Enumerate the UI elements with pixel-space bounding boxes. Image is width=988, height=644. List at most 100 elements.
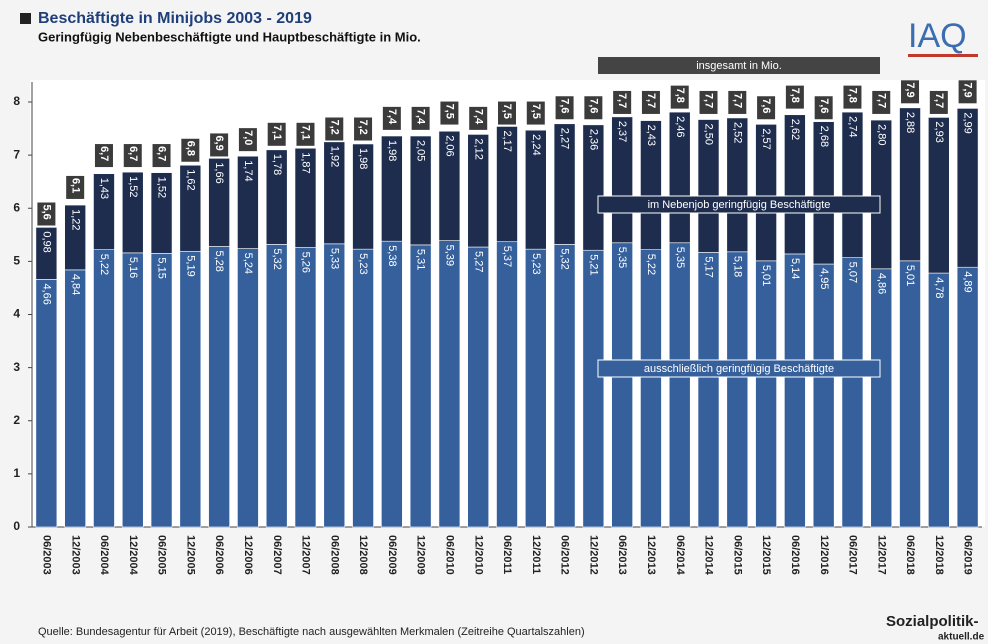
y-tick-label: 4 — [13, 307, 20, 321]
total-label: 7,7 — [616, 93, 628, 108]
value-label: 2,74 — [847, 116, 859, 137]
value-label: 1,52 — [127, 176, 139, 197]
x-tick-label: 06/2018 — [904, 535, 916, 575]
value-label: 2,52 — [731, 122, 743, 143]
total-label: 7,4 — [386, 109, 398, 125]
total-label: 7,6 — [587, 98, 599, 113]
x-tick-label: 12/2014 — [703, 535, 715, 576]
value-label: 4,89 — [962, 271, 974, 292]
total-label: 7,7 — [731, 93, 743, 108]
chart-title: Beschäftigte in Minijobs 2003 - 2019 — [38, 10, 312, 27]
bar-segment — [352, 248, 374, 528]
bar-segment — [956, 108, 979, 268]
logo: Sozialpolitik- — [886, 613, 979, 630]
x-tick-label: 06/2017 — [847, 535, 859, 575]
value-label: 2,17 — [501, 130, 513, 151]
value-label: 2,93 — [933, 121, 945, 142]
x-tick-label: 06/2006 — [213, 535, 225, 575]
total-box — [411, 106, 430, 130]
value-label: 5,39 — [444, 245, 456, 266]
logo: IAQ — [908, 17, 967, 55]
x-tick-label: 12/2011 — [530, 535, 542, 574]
total-label: 7,7 — [703, 93, 715, 108]
total-box — [66, 175, 85, 199]
x-tick-label: 06/2009 — [386, 535, 398, 575]
bar-segment — [409, 244, 432, 528]
bar-segment — [640, 120, 662, 250]
bar-segment — [381, 240, 403, 528]
value-label: 2,46 — [674, 116, 686, 137]
bar-segment — [323, 243, 346, 528]
x-tick-label: 06/2015 — [731, 535, 743, 575]
value-label: 2,27 — [559, 128, 571, 149]
total-box — [37, 202, 56, 226]
x-tick-label: 06/2012 — [559, 535, 571, 575]
value-label: 1,98 — [386, 140, 398, 161]
x-tick-label: 12/2004 — [127, 535, 139, 576]
value-label: 2,05 — [415, 140, 427, 161]
total-box — [699, 90, 718, 114]
total-label: 5,6 — [40, 205, 52, 220]
value-label: 5,26 — [300, 252, 312, 273]
y-tick-label: 1 — [13, 466, 20, 480]
bar-segment — [93, 249, 115, 528]
bar-segment — [553, 123, 576, 245]
total-box — [843, 85, 862, 109]
y-tick-label: 6 — [13, 200, 20, 214]
value-label: 5,35 — [616, 247, 628, 268]
value-label: 5,38 — [386, 245, 398, 266]
total-box — [325, 117, 344, 141]
x-tick-label: 06/2010 — [444, 535, 456, 575]
value-label: 5,07 — [847, 262, 859, 283]
total-box — [238, 128, 257, 152]
value-label: 2,06 — [444, 135, 456, 156]
total-box — [469, 106, 488, 130]
total-box — [382, 106, 401, 130]
total-box — [296, 122, 315, 146]
total-box — [181, 138, 200, 162]
value-label: 5,27 — [472, 251, 484, 272]
value-label: 5,18 — [731, 256, 743, 277]
value-label: 2,99 — [962, 112, 974, 133]
bar-segment — [208, 158, 230, 247]
total-box — [958, 80, 977, 104]
bar-segment — [496, 126, 518, 243]
total-box — [785, 85, 804, 109]
chart-subtitle: Geringfügig Nebenbeschäftigte und Hauptb… — [38, 29, 421, 44]
legend-label: insgesamt in Mio. — [696, 60, 782, 72]
value-label: 2,36 — [587, 129, 599, 150]
x-tick-label: 12/2003 — [69, 535, 81, 575]
bar-segment — [841, 111, 864, 258]
bar-segment — [352, 143, 374, 250]
total-label: 6,1 — [69, 178, 81, 193]
x-tick-label: 12/2016 — [818, 535, 830, 575]
total-label: 7,8 — [789, 88, 801, 103]
bar-segment — [553, 244, 576, 528]
total-label: 6,7 — [98, 146, 110, 161]
value-label: 5,22 — [98, 254, 110, 275]
bar-segment — [294, 247, 317, 528]
bar-segment — [524, 248, 547, 528]
total-box — [440, 101, 459, 125]
x-tick-label: 06/2004 — [98, 535, 110, 576]
legend-label: ausschließlich geringfügig Beschäftigte — [644, 363, 834, 375]
value-label: 5,01 — [760, 265, 772, 286]
value-label: 4,95 — [818, 268, 830, 289]
x-tick-label: 12/2005 — [184, 535, 196, 575]
x-tick-label: 12/2013 — [645, 535, 657, 575]
x-tick-label: 12/2015 — [760, 535, 772, 575]
legend-box — [597, 195, 881, 214]
x-tick-label: 12/2008 — [357, 535, 369, 575]
total-label: 7,8 — [674, 88, 686, 103]
total-box — [526, 101, 545, 125]
total-box — [641, 90, 660, 114]
bar-segment — [179, 250, 202, 528]
x-tick-label: 12/2012 — [587, 535, 599, 575]
bar-segment — [582, 124, 605, 251]
total-box — [354, 117, 373, 141]
y-tick-label: 7 — [13, 147, 20, 161]
bar-segment — [726, 251, 749, 528]
value-label: 1,52 — [156, 177, 168, 198]
value-label: 2,68 — [818, 126, 830, 147]
